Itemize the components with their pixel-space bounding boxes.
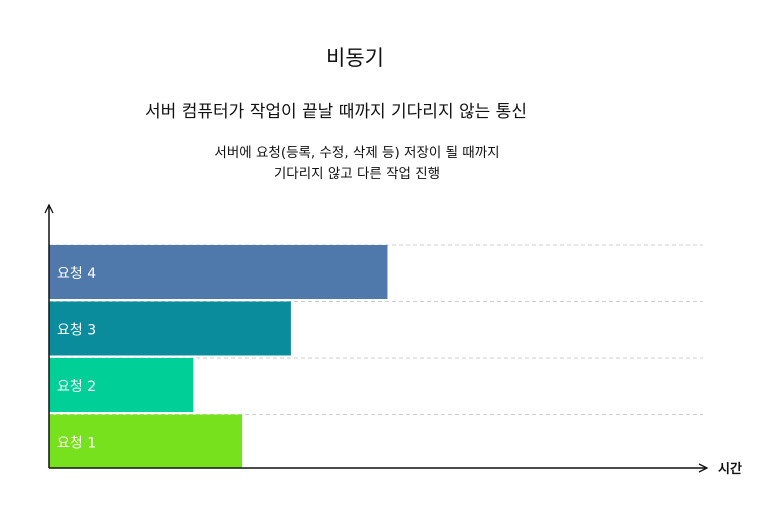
- request-label: 요청 3: [57, 323, 96, 339]
- diagram-description: 서버에 요청(등록, 수정, 삭제 등) 저장이 될 때까지 기다리지 않고 다…: [0, 143, 714, 185]
- axes: [44, 203, 709, 473]
- request-bar: [49, 414, 243, 468]
- x-axis-arrow: [698, 463, 709, 473]
- y-axis-arrow: [44, 203, 54, 214]
- request-label: 요청 4: [57, 266, 96, 282]
- description-line-1: 서버에 요청(등록, 수정, 삭제 등) 저장이 될 때까지: [214, 145, 500, 161]
- request-label: 요청 2: [57, 379, 96, 395]
- diagram-title: 비동기: [326, 46, 384, 70]
- request-label: 요청 1: [57, 436, 96, 452]
- request-bar: [49, 301, 291, 356]
- x-axis-label: 시간: [718, 461, 742, 477]
- request-bar: [49, 245, 388, 299]
- request-bar: [49, 358, 194, 412]
- description-line-2: 기다리지 않고 다른 작업 진행: [273, 166, 441, 182]
- diagram-subtitle: 서버 컴퓨터가 작업이 끝날 때까지 기다리지 않는 통신: [145, 102, 527, 122]
- request-bars: 요청 4 요청 3 요청 2 요청 1: [49, 245, 388, 468]
